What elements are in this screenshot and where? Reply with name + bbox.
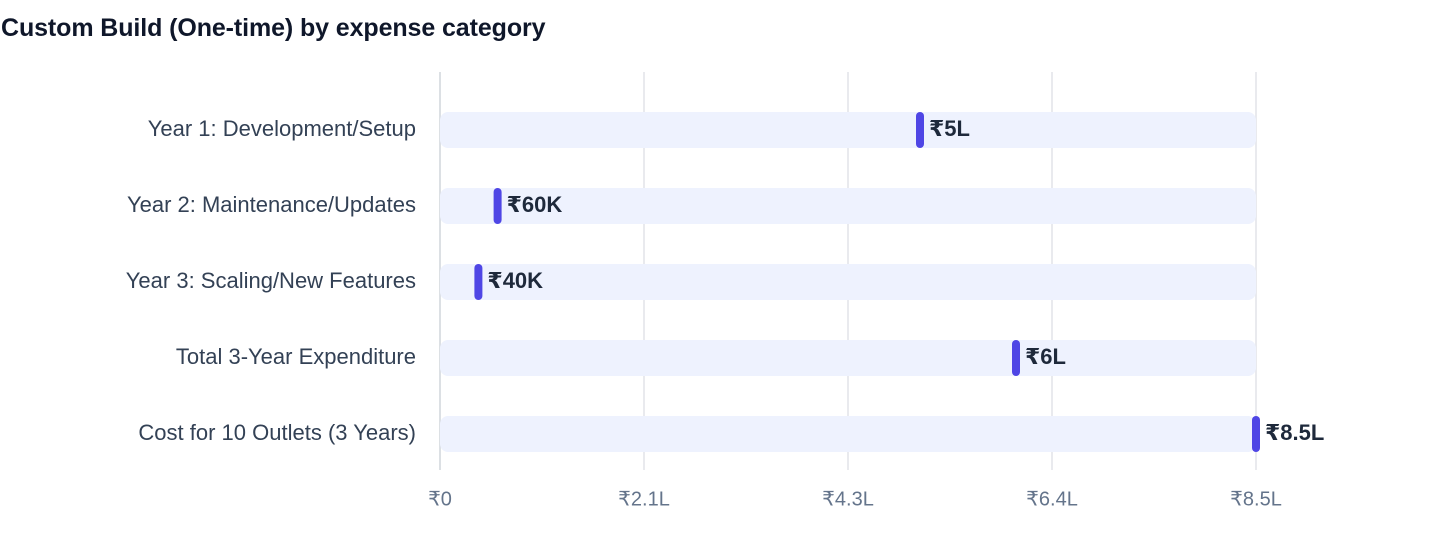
- bar-track: [440, 416, 1256, 452]
- bar-track: [440, 112, 1256, 148]
- bar-track: [440, 264, 1256, 300]
- bar-marker: [493, 188, 502, 224]
- bar-track: [440, 188, 1256, 224]
- category-label: Year 1: Development/Setup: [148, 116, 416, 141]
- bar-marker: [916, 112, 924, 148]
- data-label: ₹40K: [487, 268, 543, 293]
- x-tick-label: ₹2.1L: [618, 488, 670, 510]
- data-label: ₹8.5L: [1265, 420, 1324, 445]
- bar-track: [440, 340, 1256, 376]
- category-label: Year 3: Scaling/New Features: [126, 268, 416, 293]
- bar-marker: [1252, 416, 1260, 452]
- x-tick-label: ₹6.4L: [1026, 488, 1078, 510]
- data-label: ₹5L: [929, 116, 970, 141]
- category-label: Year 2: Maintenance/Updates: [127, 192, 416, 217]
- data-label: ₹6L: [1025, 344, 1066, 369]
- bar-marker: [1012, 340, 1020, 376]
- x-tick-label: ₹4.3L: [822, 488, 874, 510]
- x-tick-label: ₹0: [428, 488, 452, 510]
- x-tick-label: ₹8.5L: [1230, 488, 1282, 510]
- chart-title: Custom Build (One-time) by expense categ…: [1, 14, 546, 42]
- data-label: ₹60K: [507, 192, 563, 217]
- category-label: Total 3-Year Expenditure: [176, 344, 416, 369]
- category-label: Cost for 10 Outlets (3 Years): [138, 420, 416, 445]
- bar-marker: [474, 264, 483, 300]
